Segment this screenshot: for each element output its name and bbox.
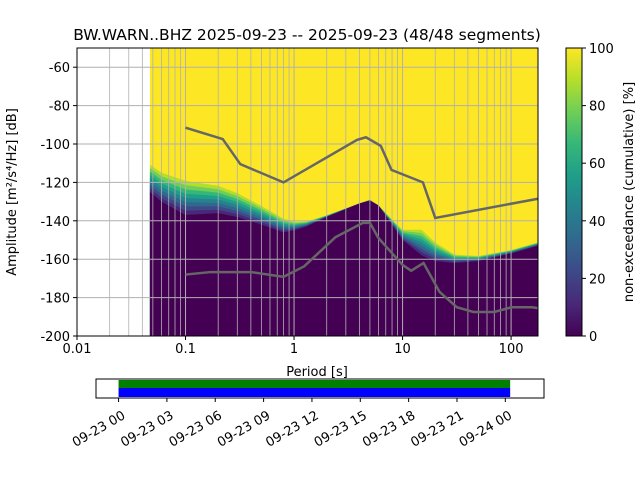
plot-frame xyxy=(76,47,539,337)
y-tick-label: -120 xyxy=(40,176,70,191)
used-data-bar xyxy=(118,380,511,388)
y-tick-label: -100 xyxy=(40,138,70,153)
timeline-tick-label: 09-24 00 xyxy=(457,408,515,450)
timeline-tick-label: 09-23 18 xyxy=(360,408,418,450)
y-tick-label: -180 xyxy=(40,292,70,307)
x-tick-label: 100 xyxy=(499,342,524,357)
colorbar-label: non-exceedance (cumulative) [%] xyxy=(622,82,637,302)
y-tick-label: -160 xyxy=(40,253,70,268)
colorbar-tick-label: 60 xyxy=(589,157,606,172)
x-tick-label: 1 xyxy=(290,342,298,357)
colorbar-tick-label: 100 xyxy=(589,42,614,57)
y-tick-label: -140 xyxy=(40,215,70,230)
timeline-tick-label: 09-23 00 xyxy=(70,408,128,450)
y-tick-label: -200 xyxy=(40,330,70,345)
colorbar-tick-label: 40 xyxy=(589,215,606,230)
x-tick-label: 10 xyxy=(394,342,411,357)
nlnm-line xyxy=(185,221,539,314)
ppsd-0pct-region xyxy=(149,192,539,336)
available-data-bar xyxy=(118,388,511,397)
timeline-tick-label: 09-23 09 xyxy=(215,408,273,450)
y-axis-label: Amplitude [m²/s⁴/Hz] [dB] xyxy=(5,108,20,276)
x-axis-label: Period [s] xyxy=(286,365,348,380)
x-tick-label: 0.01 xyxy=(63,342,92,357)
colorbar xyxy=(565,47,583,337)
timeline-tick-label: 09-23 21 xyxy=(408,408,466,450)
chart-title: BW.WARN..BHZ 2025-09-23 -- 2025-09-23 (4… xyxy=(73,26,541,44)
nhnm-line xyxy=(185,126,539,220)
timeline-tick-label: 09-23 15 xyxy=(312,408,370,450)
timeline-tick-label: 09-23 06 xyxy=(167,408,225,450)
colorbar-tick-label: 0 xyxy=(589,330,597,345)
x-tick-label: 0.1 xyxy=(175,342,196,357)
y-tick-label: -60 xyxy=(49,61,70,76)
colorbar-tick-label: 80 xyxy=(589,100,606,115)
timeline-tick-label: 09-23 12 xyxy=(263,408,321,450)
timeline-tick-label: 09-23 03 xyxy=(118,408,176,450)
colorbar-tick-label: 20 xyxy=(589,272,606,287)
timeline-frame xyxy=(95,378,545,399)
y-tick-label: -80 xyxy=(49,100,70,115)
